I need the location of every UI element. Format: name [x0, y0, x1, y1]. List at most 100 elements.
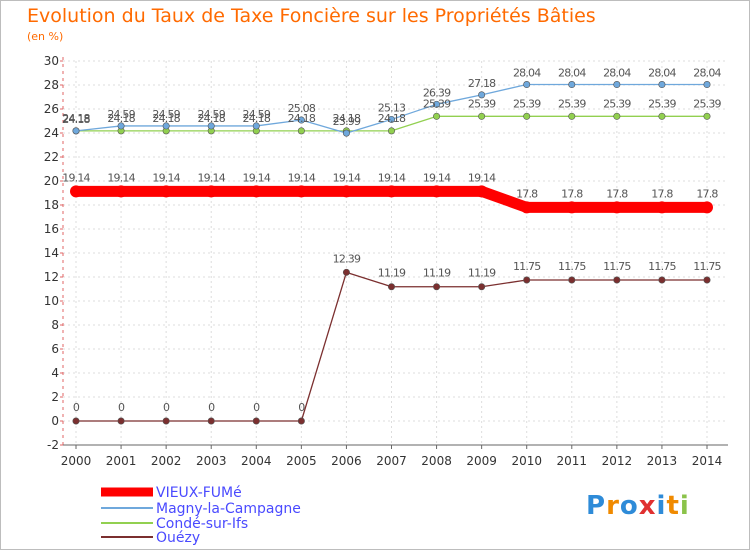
logo-letter: o: [619, 491, 639, 521]
data-point: [478, 112, 486, 120]
data-point: [568, 276, 576, 284]
data-label: 24.18: [62, 112, 90, 125]
data-point: [160, 185, 173, 198]
logo-letter: i: [679, 491, 690, 521]
y-tick-label: 16: [44, 222, 59, 236]
logo-letter: r: [606, 491, 620, 521]
data-point: [252, 122, 260, 130]
data-label: 11.75: [603, 260, 631, 273]
y-tick-label: 0: [51, 414, 59, 428]
data-point: [205, 185, 218, 198]
data-label: 25.39: [603, 97, 631, 110]
data-point: [613, 81, 621, 89]
data-point: [297, 127, 305, 135]
data-label: 0: [73, 401, 80, 414]
data-label: 19.14: [333, 171, 361, 184]
data-label: 19.14: [107, 171, 135, 184]
data-point: [568, 112, 576, 120]
data-point: [703, 81, 711, 89]
y-tick-label: 18: [44, 198, 59, 212]
data-label: 11.19: [423, 267, 451, 280]
data-point: [478, 91, 486, 99]
x-tick-label: 2004: [241, 454, 272, 468]
data-point: [387, 283, 395, 291]
data-point: [385, 185, 398, 198]
data-label: 11.19: [378, 267, 406, 280]
data-label: 19.14: [243, 171, 271, 184]
x-tick-label: 2010: [511, 454, 542, 468]
x-tick-label: 2011: [557, 454, 588, 468]
proxiti-logo: Proxiti: [586, 491, 690, 521]
y-tick-label: 22: [44, 150, 59, 164]
data-label: 0: [118, 401, 125, 414]
data-label: 19.14: [197, 171, 225, 184]
data-label: 28.04: [603, 67, 631, 80]
x-tick-label: 2009: [466, 454, 497, 468]
data-point: [523, 81, 531, 89]
data-label: 12.39: [333, 252, 361, 265]
y-tick-label: 20: [44, 174, 59, 188]
data-label: 26.39: [423, 86, 451, 99]
data-label: 11.75: [693, 260, 721, 273]
data-label: 25.39: [693, 97, 721, 110]
legend-label-vieux-fume: VIEUX-FUMé: [156, 485, 242, 501]
data-label: 24.18: [378, 112, 406, 125]
data-label: 19.14: [288, 171, 316, 184]
y-tick-label: 4: [51, 366, 59, 380]
data-point: [295, 185, 308, 198]
x-tick-label: 2005: [286, 454, 317, 468]
data-point: [297, 116, 305, 124]
legend-label-ouezy: Ouézy: [156, 530, 201, 546]
data-label: 24.59: [197, 108, 225, 121]
data-label: 25.39: [423, 97, 451, 110]
y-tick-label: 6: [51, 342, 59, 356]
data-point: [613, 112, 621, 120]
data-label: 17.8: [516, 187, 538, 200]
data-label: 24.18: [62, 113, 90, 126]
data-point: [250, 185, 263, 198]
x-tick-label: 2002: [151, 454, 182, 468]
data-point: [117, 417, 125, 425]
data-point: [430, 185, 443, 198]
data-point: [297, 417, 305, 425]
data-label: 17.8: [651, 187, 673, 200]
data-label: 24.59: [107, 108, 135, 121]
y-tick-label: 30: [44, 54, 59, 68]
data-label: 24.18: [152, 112, 180, 125]
data-point: [658, 276, 666, 284]
y-tick-label: -2: [47, 438, 59, 452]
data-label: 28.04: [558, 67, 586, 80]
x-tick-label: 2000: [61, 454, 92, 468]
data-point: [523, 276, 531, 284]
y-tick-label: 2: [51, 390, 59, 404]
data-label: 0: [163, 401, 170, 414]
data-point: [162, 122, 170, 130]
data-point: [433, 100, 441, 108]
data-point: [610, 201, 623, 214]
data-point: [658, 81, 666, 89]
data-point: [433, 283, 441, 291]
data-point: [701, 201, 713, 214]
data-point: [655, 201, 668, 214]
data-point: [207, 417, 215, 425]
data-point: [387, 127, 395, 135]
data-point: [252, 417, 260, 425]
data-label: 19.14: [62, 171, 90, 184]
data-label: 24.18: [333, 112, 361, 125]
logo-letter: t: [666, 491, 680, 521]
legend-label-conde: Condé-sur-Ifs: [156, 516, 249, 532]
data-point: [162, 417, 170, 425]
y-tick-label: 28: [44, 78, 59, 92]
x-tick-label: 2013: [647, 454, 678, 468]
data-label: 19.14: [378, 171, 406, 184]
y-axis-unit: (en %): [27, 30, 64, 43]
data-label: 19.14: [152, 171, 180, 184]
data-label: 24.59: [152, 108, 180, 121]
data-label: 17.8: [696, 187, 718, 200]
data-label: 11.75: [558, 260, 586, 273]
data-point: [207, 122, 215, 130]
logo-letter: i: [656, 491, 667, 521]
logo-letter: P: [586, 491, 607, 521]
y-tick-label: 8: [51, 318, 59, 332]
